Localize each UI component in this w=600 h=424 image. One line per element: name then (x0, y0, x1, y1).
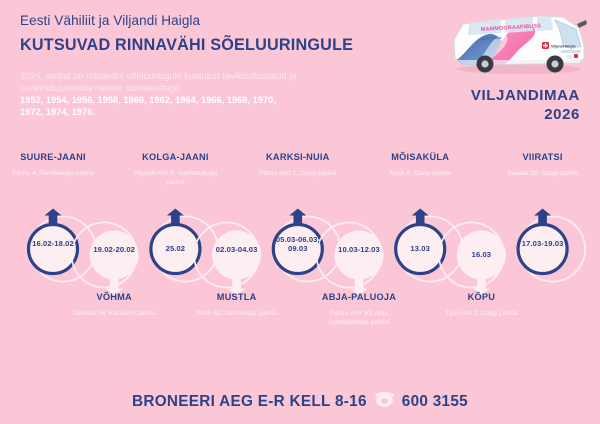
stop-address: Viljandi mnt 6, raamatukogu parkla (133, 170, 218, 186)
stop-address: Pärnu mnt 30, Abja vallavalitsuse parkla (328, 310, 390, 326)
timeline-graphics (26, 208, 586, 296)
stop-name: VIIRATSI (522, 152, 563, 162)
eligibility-line-2: ravikindlustamata naised sünniaastaga (20, 83, 181, 94)
stop-name: KARKSI-NUIA (266, 152, 330, 162)
stop-address: Sakala 3b, Coop parkla (507, 170, 578, 177)
schedule-timeline: 16.02-18.02 SUURE-JAANI Pärnu 4, Terviseko… (0, 146, 600, 346)
organizations-line: Eesti Vähiliit ja Viljandi Haigla (20, 13, 201, 28)
stop-dates: 02.03-04.03 (215, 245, 258, 255)
county-name: VILJANDIMAA (470, 87, 580, 104)
svg-text:eesti vähiliit: eesti vähiliit (481, 36, 503, 41)
stop-address: Posti 52, rahvamaja parkla (196, 310, 277, 317)
stop-dates: 19.02-20.02 (93, 245, 135, 255)
stop-name: SUURE-JAANI (20, 152, 86, 162)
stop-address: Kesk 8, Coop parkla (389, 170, 451, 177)
stop-address: Pärnu mnt 1, Coop parkla (259, 170, 337, 177)
stop-address: Tipu mnt 3, Coop parkla (445, 310, 518, 317)
stop-name: KÕPU (467, 292, 496, 302)
phone-number: 600 3155 (401, 393, 468, 410)
stop-dates: 16.03 (471, 249, 492, 259)
stop-name: VÕHMA (96, 292, 132, 302)
stop-dates: 16.02-18.02 (32, 239, 74, 249)
telephone-icon (374, 391, 395, 413)
eligibility-text: 2026. aastal on rinnavähi sõeluuringule … (20, 70, 320, 118)
arrow-down-icon (350, 275, 368, 296)
poster-footer: BRONEERI AEG E-R KELL 8-16 600 3155 (0, 380, 600, 424)
booking-text: BRONEERI AEG E-R KELL 8-16 (132, 393, 367, 410)
poster-header: Eesti Vähiliit ja Viljandi Haigla KUTSUV… (0, 0, 600, 140)
stop-name: ABJA-PALUOJA (321, 292, 397, 302)
stop-dates: 05.03-06.03, 09.03 (275, 234, 320, 253)
birth-years-line-1: 1952, 1954, 1956, 1958, 1960, 1962, 1964… (20, 95, 276, 106)
timeline-date-circle (149, 222, 202, 276)
county-year: 2026 (544, 106, 580, 123)
timeline-date-circle (271, 222, 324, 276)
timeline-date-circle (334, 230, 384, 280)
svg-text:Viljandi Haigla: Viljandi Haigla (551, 44, 576, 48)
stop-dates: 13.03 (410, 243, 430, 253)
timeline-date-circle (89, 230, 139, 280)
arrow-down-icon (472, 275, 490, 296)
county-block: VILJANDIMAA 2026 (471, 86, 580, 124)
timeline-date-circle (26, 222, 80, 276)
stop-dates: 17.03-19.03 (521, 239, 564, 249)
stop-name: MUSTLA (216, 292, 257, 302)
timeline-date-circle (394, 222, 447, 276)
birth-years-line-2: 1972, 1974, 1976. (20, 107, 95, 118)
arrow-down-icon (105, 275, 123, 296)
stop-dates: 10.03-12.03 (338, 245, 380, 255)
page-title: KUTSUVAD RINNAVÄHI SÕELUURINGULE (20, 36, 354, 54)
stop-address: Pärnu 4, Tervisekoja parkla (12, 170, 94, 177)
stop-name: KOLGA-JAANI (142, 152, 209, 162)
timeline-date-circle (516, 222, 569, 276)
stop-name: MÕISAKÜLA (391, 152, 450, 162)
timeline-date-circle (212, 230, 262, 280)
stop-address: Tallinna 26, Konsumi parkla (72, 310, 156, 317)
eligibility-line-1: 2026. aastal on rinnavähi sõeluuringule … (20, 71, 297, 81)
mammography-bus-image: MAMMOGRAAFIBUSS eesti vähiliit Viljandi … (443, 6, 593, 80)
timeline-date-circle (456, 230, 506, 280)
svg-text:MAMMOGRAAFIBUSS: MAMMOGRAAFIBUSS (481, 23, 542, 33)
arrow-down-icon (228, 275, 246, 296)
stop-dates: 25.02 (165, 243, 186, 253)
